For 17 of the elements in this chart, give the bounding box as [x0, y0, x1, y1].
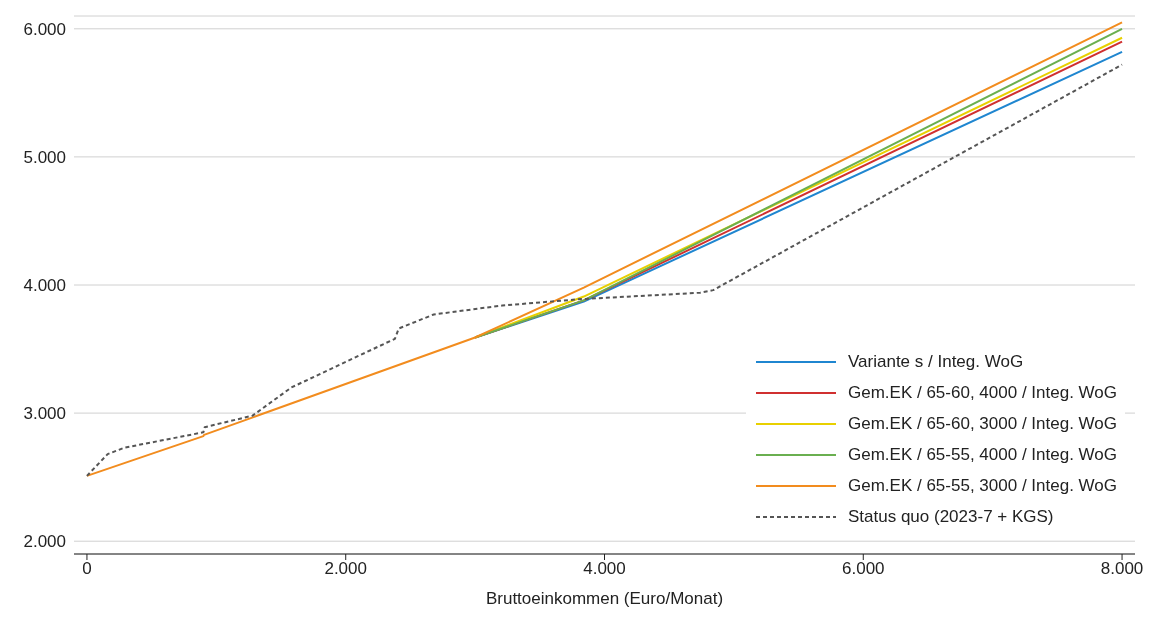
legend-label: Variante s / Integ. WoG	[848, 351, 1024, 372]
y-tick-label: 4.000	[23, 276, 66, 296]
legend-label: Status quo (2023-7 + KGS)	[848, 506, 1054, 527]
legend-label: Gem.EK / 65-55, 4000 / Integ. WoG	[848, 444, 1117, 465]
x-tick-label: 4.000	[583, 559, 626, 579]
y-tick-label: 6.000	[23, 19, 66, 39]
legend-label: Gem.EK / 65-55, 3000 / Integ. WoG	[848, 475, 1117, 496]
y-tick-label: 5.000	[23, 147, 66, 167]
legend-label: Gem.EK / 65-60, 4000 / Integ. WoG	[848, 382, 1117, 403]
y-tick-label: 3.000	[23, 404, 66, 424]
y-tick-label: 2.000	[23, 532, 66, 552]
x-tick-label: 0	[82, 559, 92, 579]
legend-label: Gem.EK / 65-60, 3000 / Integ. WoG	[848, 413, 1117, 434]
x-tick-label: 8.000	[1100, 559, 1144, 579]
x-tick-label: 6.000	[842, 559, 885, 579]
x-tick-label: 2.000	[324, 559, 367, 579]
x-axis-title: Bruttoeinkommen (Euro/Monat)	[485, 589, 724, 608]
